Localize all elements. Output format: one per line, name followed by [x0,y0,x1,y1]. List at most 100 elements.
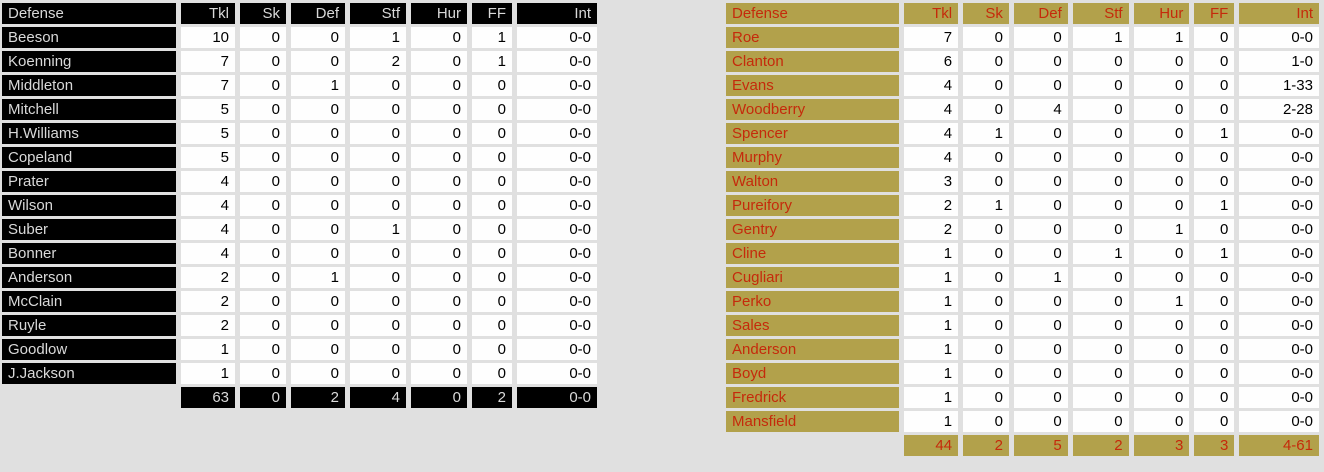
stat-cell: 0 [291,51,345,72]
stat-cell: 0 [1072,387,1129,408]
header-row: Defense Tkl Sk Def Stf Hur FF Int [726,3,1319,24]
stat-cell: 0 [1072,315,1129,336]
stat-cell: 0 [1013,123,1068,144]
stat-cell: 0 [963,99,1009,120]
stat-cell: 0 [472,195,512,216]
totals-cell: 2 [1072,435,1129,456]
stat-cell: 0 [350,339,406,360]
header-cell-int: Int [517,3,597,24]
stat-cell: 0 [1133,195,1190,216]
player-name-cell: Beeson [2,27,176,48]
totals-cell: 3 [1133,435,1190,456]
stat-cell: 0 [1133,267,1190,288]
stat-cell: 2-28 [1239,99,1319,120]
stat-cell: 0 [1072,75,1129,96]
stat-cell: 0 [411,219,467,240]
totals-cell: 2 [472,387,512,408]
stat-cell: 0 [1133,411,1190,432]
stat-cell: 0-0 [1239,387,1319,408]
stat-cell: 0 [350,267,406,288]
stat-cell: 0-0 [517,123,597,144]
stat-cell: 0-0 [517,243,597,264]
stat-cell: 0 [963,147,1009,168]
stat-cell: 0 [350,123,406,144]
stat-cell: 0 [1072,339,1129,360]
stat-cell: 1 [181,339,235,360]
stat-cell: 0 [1013,27,1068,48]
stat-cell: 0 [411,75,467,96]
player-name-cell: Woodberry [726,99,900,120]
totals-cell: 4 [350,387,406,408]
stat-cell: 0 [411,99,467,120]
player-name-cell: Walton [726,171,900,192]
player-name-cell: Fredrick [726,387,900,408]
stat-cell: 0 [472,267,512,288]
stat-cell: 0-0 [517,27,597,48]
stat-cell: 1 [472,51,512,72]
player-name-cell: Koenning [2,51,176,72]
stat-cell: 1 [1133,27,1190,48]
stat-cell: 0 [472,243,512,264]
table-row: Boyd 1 0 0 0 0 0 0-0 [726,363,1319,384]
table-row: Wilson 4 0 0 0 0 0 0-0 [2,195,597,216]
totals-cell: 5 [1013,435,1068,456]
stat-cell: 0 [1194,219,1235,240]
table-row: Spencer 4 1 0 0 0 1 0-0 [726,123,1319,144]
stat-cell: 0 [472,171,512,192]
stat-cell: 0 [1013,243,1068,264]
totals-cell: 3 [1194,435,1235,456]
stat-cell: 0 [472,99,512,120]
stat-cell: 0 [411,243,467,264]
stat-cell: 0 [291,99,345,120]
stat-cell: 0 [411,147,467,168]
stat-cell: 0 [291,219,345,240]
stat-cell: 2 [181,291,235,312]
stat-cell: 0 [1133,99,1190,120]
stat-cell: 0 [411,363,467,384]
table-row: Beeson 10 0 0 1 0 1 0-0 [2,27,597,48]
stat-cell: 0-0 [517,363,597,384]
stat-cell: 1 [291,267,345,288]
player-name-cell: Suber [2,219,176,240]
header-cell-hur: Hur [1133,3,1190,24]
stat-cell: 0 [240,243,286,264]
stat-cell: 1 [904,387,959,408]
totals-spacer-cell [2,387,176,408]
table-row: Copeland 5 0 0 0 0 0 0-0 [2,147,597,168]
stat-cell: 4 [181,195,235,216]
stat-cell: 1 [1194,243,1235,264]
stat-cell: 1-33 [1239,75,1319,96]
stat-cell: 0 [963,387,1009,408]
stat-cell: 0 [1194,51,1235,72]
stat-cell: 0 [350,291,406,312]
table-row: Cline 1 0 0 1 0 1 0-0 [726,243,1319,264]
player-name-cell: H.Williams [2,123,176,144]
stat-cell: 0 [1133,123,1190,144]
stat-cell: 0-0 [1239,291,1319,312]
stat-cell: 0 [411,27,467,48]
stat-cell: 3 [904,171,959,192]
stat-cell: 0 [1194,411,1235,432]
stat-cell: 0 [1194,315,1235,336]
player-name-cell: Mansfield [726,411,900,432]
stat-cell: 0 [1072,171,1129,192]
stat-cell: 0-0 [517,291,597,312]
stat-cell: 0-0 [1239,27,1319,48]
stat-cell: 1 [1194,123,1235,144]
stat-cell: 1 [181,363,235,384]
stat-cell: 0 [472,339,512,360]
stat-cell: 0 [472,363,512,384]
stat-cell: 0 [1133,339,1190,360]
table-row: Gentry 2 0 0 0 1 0 0-0 [726,219,1319,240]
stat-cell: 0 [1194,147,1235,168]
stat-cell: 0 [472,147,512,168]
totals-cell: 4-61 [1239,435,1319,456]
stat-cell: 0 [411,315,467,336]
stat-cell: 0 [1194,363,1235,384]
stat-cell: 0 [1013,75,1068,96]
stat-cell: 0 [1133,315,1190,336]
stat-cell: 0 [963,75,1009,96]
stat-cell: 0 [1013,195,1068,216]
stat-cell: 0-0 [517,75,597,96]
table-row: Sales 1 0 0 0 0 0 0-0 [726,315,1319,336]
